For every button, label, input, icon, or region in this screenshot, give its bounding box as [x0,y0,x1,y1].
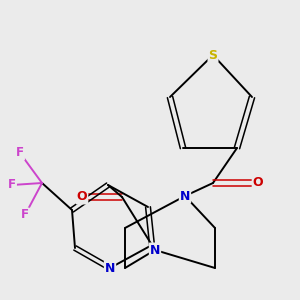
Text: O: O [253,176,263,190]
Text: F: F [16,146,24,160]
Text: N: N [150,244,160,256]
Text: F: F [21,208,29,221]
Text: S: S [208,49,217,62]
Text: O: O [77,190,87,203]
Text: N: N [105,262,115,275]
Text: N: N [180,190,190,202]
Text: F: F [8,178,16,191]
